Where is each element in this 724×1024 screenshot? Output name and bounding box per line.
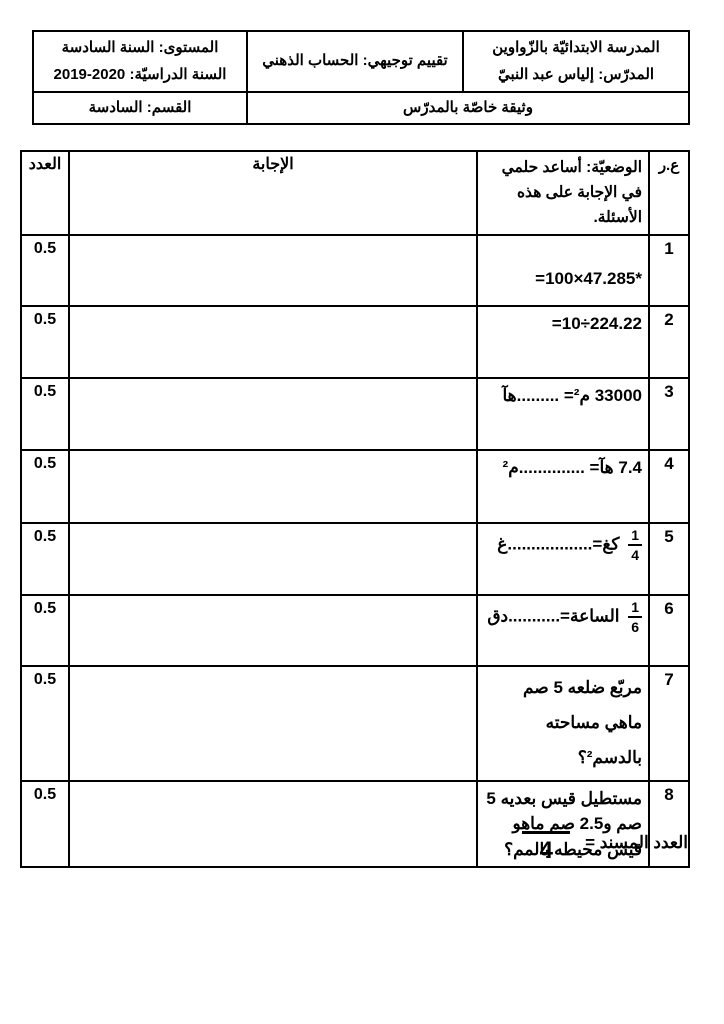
question-number: 8 xyxy=(648,779,690,869)
school-name: المدرسة الابتدائيّة بالزّواوين xyxy=(492,39,660,57)
question-row-4: 4 7.4 هآ= ..............م² 0.5 xyxy=(20,449,690,525)
answer-cell xyxy=(68,305,478,380)
question-row-1: 1 *47.285×100= 0.5 xyxy=(20,234,690,308)
fraction-numerator: 1 xyxy=(628,528,642,547)
situation-header: الوضعيّة: أساعد حلمي في الإجابة على هذه … xyxy=(476,149,650,237)
question-cell: مربّع ضلعه 5 صم ماهي مساحته بالدسم²؟ xyxy=(476,665,650,782)
question-number: 1 xyxy=(648,234,690,308)
question-cell: مستطيل قيس بعديه 5 صم و2.5 صم ماهو قيس م… xyxy=(476,779,650,869)
teacher-name: المدرّس: إلياس عبد النبيّ xyxy=(497,65,655,83)
question-row-2: 2 224.22÷10= 0.5 xyxy=(20,305,690,380)
score-value: 0.5 xyxy=(20,522,70,597)
question-number: 4 xyxy=(648,449,690,525)
question-number: 3 xyxy=(648,377,690,452)
class-cell: القسم: السادسة xyxy=(32,90,248,126)
question-number: 7 xyxy=(648,665,690,782)
school-year: السنة الدراسيّة: 2020-2019 xyxy=(53,65,227,83)
situation-label: الوضعيّة: xyxy=(586,159,642,176)
answer-cell xyxy=(68,234,478,308)
level-label: المستوى: السنة السادسة xyxy=(61,39,219,57)
question-number: 5 xyxy=(648,522,690,597)
question-row-7: 7 مربّع ضلعه 5 صم ماهي مساحته بالدسم²؟ 0… xyxy=(20,665,690,782)
situation-text: أساعد حلمي في الإجابة على هذه الأسئلة. xyxy=(501,159,642,226)
answer-col-header: الإجابة xyxy=(68,149,478,237)
fraction-numerator: 1 xyxy=(628,600,642,619)
question-text: مربّع ضلعه 5 صم ماهي مساحته بالدسم²؟ xyxy=(522,678,642,768)
header-table: المدرسة الابتدائيّة بالزّواوين المدرّس: … xyxy=(32,30,690,126)
answer-cell xyxy=(68,665,478,782)
score-col-header: العدد xyxy=(20,149,70,237)
question-row-8: 8 مستطيل قيس بعديه 5 صم و2.5 صم ماهو قيس… xyxy=(20,779,690,869)
score-fraction-blank-numerator xyxy=(522,822,571,834)
answer-cell xyxy=(68,377,478,452)
score-value: 0.5 xyxy=(20,665,70,782)
answer-cell xyxy=(68,779,478,869)
school-teacher-cell: المدرسة الابتدائيّة بالزّواوين المدرّس: … xyxy=(462,30,690,93)
answer-cell xyxy=(68,594,478,668)
question-cell: *47.285×100= xyxy=(476,234,650,308)
question-cell: 224.22÷10= xyxy=(476,305,650,380)
fraction-denominator: 4 xyxy=(631,547,639,564)
score-fraction: 4 xyxy=(522,822,571,865)
score-value: 0.5 xyxy=(20,377,70,452)
fraction-denominator: 6 xyxy=(631,619,639,636)
level-year-cell: المستوى: السنة السادسة السنة الدراسيّة: … xyxy=(32,30,248,93)
question-cell: 7.4 هآ= ..............م² xyxy=(476,449,650,525)
answer-cell xyxy=(68,449,478,525)
score-formula-label: العدد المسند = xyxy=(580,832,688,852)
answer-cell xyxy=(68,522,478,597)
question-number: 2 xyxy=(648,305,690,380)
question-text: 224.22÷10= xyxy=(551,314,642,334)
table-header-row: ع.ر الوضعيّة: أساعد حلمي في الإجابة على … xyxy=(20,149,690,237)
class-name: القسم: السادسة xyxy=(88,99,192,116)
doc-note: وثيقة خاصّة بالمدرّس xyxy=(403,99,533,116)
order-col-header: ع.ر xyxy=(648,149,690,237)
score-value: 0.5 xyxy=(20,449,70,525)
questions-table: ع.ر الوضعيّة: أساعد حلمي في الإجابة على … xyxy=(20,149,690,869)
doc-note-cell: وثيقة خاصّة بالمدرّس xyxy=(246,90,690,126)
question-cell: 33000 م²= .........هآ xyxy=(476,377,650,452)
score-fraction-denominator: 4 xyxy=(539,837,554,864)
evaluation-title-cell: تقييم توجيهي: الحساب الذهني xyxy=(246,30,464,93)
score-formula: العدد المسند = 4 xyxy=(522,822,688,865)
question-text: 7.4 هآ= ..............م² xyxy=(502,458,642,478)
question-text: مستطيل قيس بعديه 5 صم و2.5 صم ماهو قيس م… xyxy=(486,788,642,859)
evaluation-title: تقييم توجيهي: الحساب الذهني xyxy=(262,52,448,70)
score-value: 0.5 xyxy=(20,594,70,668)
question-row-3: 3 33000 م²= .........هآ 0.5 xyxy=(20,377,690,452)
question-text: *47.285×100= xyxy=(535,269,642,289)
question-text: 33000 م²= .........هآ xyxy=(502,386,642,406)
score-value: 0.5 xyxy=(20,234,70,308)
score-value: 0.5 xyxy=(20,779,70,869)
score-value: 0.5 xyxy=(20,305,70,380)
question-number: 6 xyxy=(648,594,690,668)
